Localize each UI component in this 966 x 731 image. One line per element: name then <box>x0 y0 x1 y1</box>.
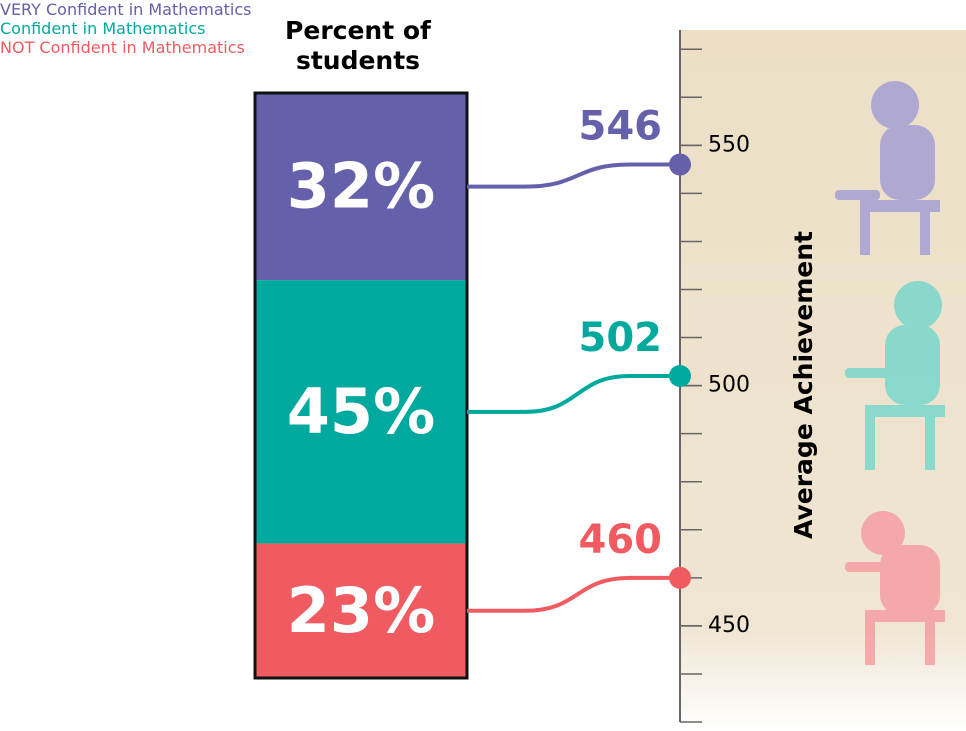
student-icons <box>835 81 945 665</box>
data-dot <box>669 566 691 589</box>
value-label: 32% <box>287 150 435 223</box>
category-label: NOT Confident in Mathematics <box>0 38 245 57</box>
bar-segment <box>255 543 467 678</box>
value-label: 23% <box>287 574 435 647</box>
value-label: 45% <box>287 375 435 448</box>
dot-value-label: 460 <box>579 517 663 563</box>
bar-segment <box>255 93 467 281</box>
dot-value-label: 546 <box>579 104 663 150</box>
category-label: Confident in Mathematics <box>0 19 206 38</box>
y-tick-label: 450 <box>708 613 750 638</box>
connector <box>467 575 680 613</box>
data-dot <box>669 153 691 176</box>
connector <box>467 162 680 189</box>
y-tick-label: 550 <box>708 132 750 157</box>
bar-segment <box>255 280 467 544</box>
y-tick-label: 500 <box>708 373 750 398</box>
y-axis-label: Average Achievement <box>789 231 818 539</box>
chart-title: Percent of students <box>285 16 431 75</box>
data-dot <box>669 365 691 387</box>
connector <box>467 374 680 414</box>
dot-value-label: 502 <box>579 315 663 361</box>
category-label: VERY Confident in Mathematics <box>0 0 252 19</box>
bar-outline <box>253 91 469 680</box>
